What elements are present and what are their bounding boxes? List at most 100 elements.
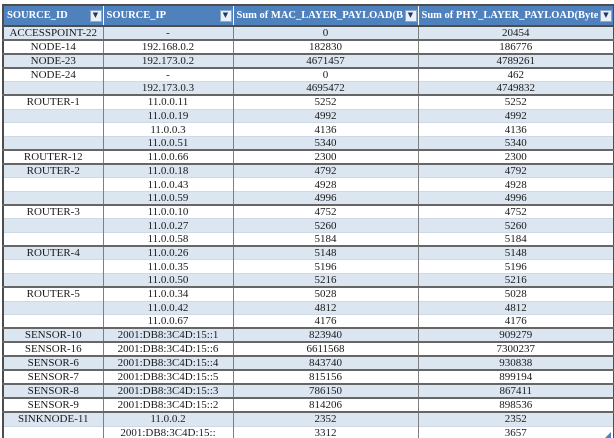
- cell-source-id[interactable]: SENSOR-8: [3, 383, 104, 399]
- filter-dropdown-button[interactable]: ▼: [219, 9, 232, 22]
- cell-source-ip[interactable]: 11.0.0.66: [103, 149, 234, 165]
- cell-mac-payload[interactable]: 4996: [233, 191, 419, 206]
- cell-mac-payload[interactable]: 5340: [233, 135, 419, 151]
- column-header-source-ip[interactable]: SOURCE_IP ▼: [103, 5, 234, 27]
- cell-source-id[interactable]: [3, 191, 104, 206]
- cell-phy-payload[interactable]: 5216: [418, 273, 614, 288]
- cell-phy-payload[interactable]: 4749832: [418, 81, 614, 96]
- cell-source-ip[interactable]: 11.0.0.11: [103, 94, 234, 110]
- cell-mac-payload[interactable]: 4792: [233, 163, 419, 178]
- cell-mac-payload[interactable]: 5148: [233, 245, 419, 260]
- cell-mac-payload[interactable]: 5216: [233, 273, 419, 288]
- column-header-source-id[interactable]: SOURCE_ID ▼: [3, 5, 104, 27]
- cell-source-id[interactable]: [3, 232, 104, 247]
- cell-source-id[interactable]: [3, 218, 104, 233]
- cell-source-id[interactable]: SENSOR-10: [3, 327, 104, 343]
- cell-mac-payload[interactable]: 814206: [233, 397, 419, 413]
- cell-mac-payload[interactable]: 4928: [233, 177, 419, 192]
- cell-mac-payload[interactable]: 4752: [233, 204, 419, 219]
- cell-source-ip[interactable]: 11.0.0.2: [103, 411, 234, 427]
- cell-source-id[interactable]: [3, 177, 104, 192]
- cell-source-ip[interactable]: 2001:DB8:3C4D:15::5: [103, 369, 234, 385]
- cell-mac-payload[interactable]: 182830: [233, 39, 419, 54]
- filter-dropdown-button[interactable]: ▼: [89, 9, 102, 22]
- cell-source-id[interactable]: SINKNODE-11: [3, 411, 104, 427]
- filter-dropdown-button[interactable]: ▼: [404, 9, 417, 22]
- cell-phy-payload[interactable]: 5184: [418, 232, 614, 247]
- cell-source-id[interactable]: ROUTER-12: [3, 149, 104, 165]
- cell-source-id[interactable]: NODE-23: [3, 53, 104, 68]
- cell-source-id[interactable]: ROUTER-5: [3, 286, 104, 301]
- cell-source-id[interactable]: [3, 273, 104, 288]
- cell-source-id[interactable]: NODE-24: [3, 67, 104, 82]
- cell-source-id[interactable]: [3, 259, 104, 274]
- cell-source-ip[interactable]: 11.0.0.27: [103, 218, 234, 233]
- cell-mac-payload[interactable]: 5260: [233, 218, 419, 233]
- cell-source-id[interactable]: [3, 314, 104, 329]
- column-header-mac-payload[interactable]: Sum of MAC_LAYER_PAYLOAD(Bytes) ▼: [233, 5, 419, 27]
- cell-mac-payload[interactable]: 6611568: [233, 341, 419, 357]
- cell-source-ip[interactable]: 11.0.0.35: [103, 259, 234, 274]
- cell-mac-payload[interactable]: 4812: [233, 300, 419, 315]
- cell-mac-payload[interactable]: 786150: [233, 383, 419, 399]
- cell-source-id[interactable]: [3, 81, 104, 96]
- cell-source-ip[interactable]: 2001:DB8:3C4D:15::2: [103, 397, 234, 413]
- cell-source-ip[interactable]: 11.0.0.51: [103, 135, 234, 151]
- cell-source-ip[interactable]: 11.0.0.34: [103, 286, 234, 301]
- cell-source-id[interactable]: ROUTER-4: [3, 245, 104, 260]
- cell-source-ip[interactable]: 2001:DB8:3C4D:15::6: [103, 341, 234, 357]
- cell-source-id[interactable]: [3, 108, 104, 123]
- cell-source-ip[interactable]: 11.0.0.3: [103, 122, 234, 137]
- cell-source-id[interactable]: ACCESSPOINT-22: [3, 26, 104, 40]
- cell-source-ip[interactable]: 11.0.0.50: [103, 273, 234, 288]
- cell-mac-payload[interactable]: 2352: [233, 411, 419, 427]
- cell-mac-payload[interactable]: 5184: [233, 232, 419, 247]
- cell-source-id[interactable]: SENSOR-9: [3, 397, 104, 413]
- cell-source-id[interactable]: ROUTER-1: [3, 94, 104, 110]
- cell-source-ip[interactable]: 11.0.0.59: [103, 191, 234, 206]
- cell-source-ip[interactable]: 11.0.0.19: [103, 108, 234, 123]
- cell-phy-payload[interactable]: 2300: [418, 149, 614, 165]
- cell-phy-payload[interactable]: 4812: [418, 300, 614, 315]
- cell-phy-payload[interactable]: 4992: [418, 108, 614, 123]
- cell-source-ip[interactable]: 11.0.0.58: [103, 232, 234, 247]
- cell-source-id[interactable]: [3, 135, 104, 151]
- cell-source-ip[interactable]: 192.173.0.2: [103, 53, 234, 68]
- cell-source-id[interactable]: SENSOR-16: [3, 341, 104, 357]
- cell-source-ip[interactable]: 11.0.0.67: [103, 314, 234, 329]
- cell-mac-payload[interactable]: 0: [233, 26, 419, 40]
- cell-phy-payload[interactable]: 186776: [418, 39, 614, 54]
- cell-phy-payload[interactable]: 909279: [418, 327, 614, 343]
- cell-phy-payload[interactable]: 462: [418, 67, 614, 82]
- cell-mac-payload[interactable]: 815156: [233, 369, 419, 385]
- cell-source-ip[interactable]: -: [103, 26, 234, 40]
- cell-source-id[interactable]: ROUTER-3: [3, 204, 104, 219]
- column-header-phy-payload[interactable]: Sum of PHY_LAYER_PAYLOAD(Bytes) ▼: [418, 5, 614, 27]
- cell-mac-payload[interactable]: 843740: [233, 355, 419, 371]
- cell-mac-payload[interactable]: 5028: [233, 286, 419, 301]
- cell-source-ip[interactable]: 11.0.0.42: [103, 300, 234, 315]
- cell-phy-payload[interactable]: 898536: [418, 397, 614, 413]
- cell-mac-payload[interactable]: 4992: [233, 108, 419, 123]
- cell-source-ip[interactable]: 192.168.0.2: [103, 39, 234, 54]
- cell-source-id[interactable]: SENSOR-6: [3, 355, 104, 371]
- cell-mac-payload[interactable]: 4671457: [233, 53, 419, 68]
- cell-phy-payload[interactable]: 4928: [418, 177, 614, 192]
- cell-phy-payload[interactable]: 4996: [418, 191, 614, 206]
- cell-phy-payload[interactable]: 4136: [418, 122, 614, 137]
- filter-dropdown-button[interactable]: ▼: [600, 9, 612, 22]
- cell-source-id[interactable]: [3, 122, 104, 137]
- cell-mac-payload[interactable]: 4176: [233, 314, 419, 329]
- cell-mac-payload[interactable]: 0: [233, 67, 419, 82]
- cell-mac-payload[interactable]: 4136: [233, 122, 419, 137]
- cell-source-id[interactable]: NODE-14: [3, 39, 104, 54]
- cell-source-ip[interactable]: 2001:DB8:3C4D:15::: [103, 425, 234, 438]
- cell-mac-payload[interactable]: 2300: [233, 149, 419, 165]
- cell-source-ip[interactable]: 2001:DB8:3C4D:15::3: [103, 383, 234, 399]
- cell-source-ip[interactable]: 2001:DB8:3C4D:15::1: [103, 327, 234, 343]
- cell-mac-payload[interactable]: 5196: [233, 259, 419, 274]
- cell-phy-payload[interactable]: 4792: [418, 163, 614, 178]
- cell-source-id[interactable]: ROUTER-2: [3, 163, 104, 178]
- cell-mac-payload[interactable]: 823940: [233, 327, 419, 343]
- cell-phy-payload[interactable]: 5252: [418, 94, 614, 110]
